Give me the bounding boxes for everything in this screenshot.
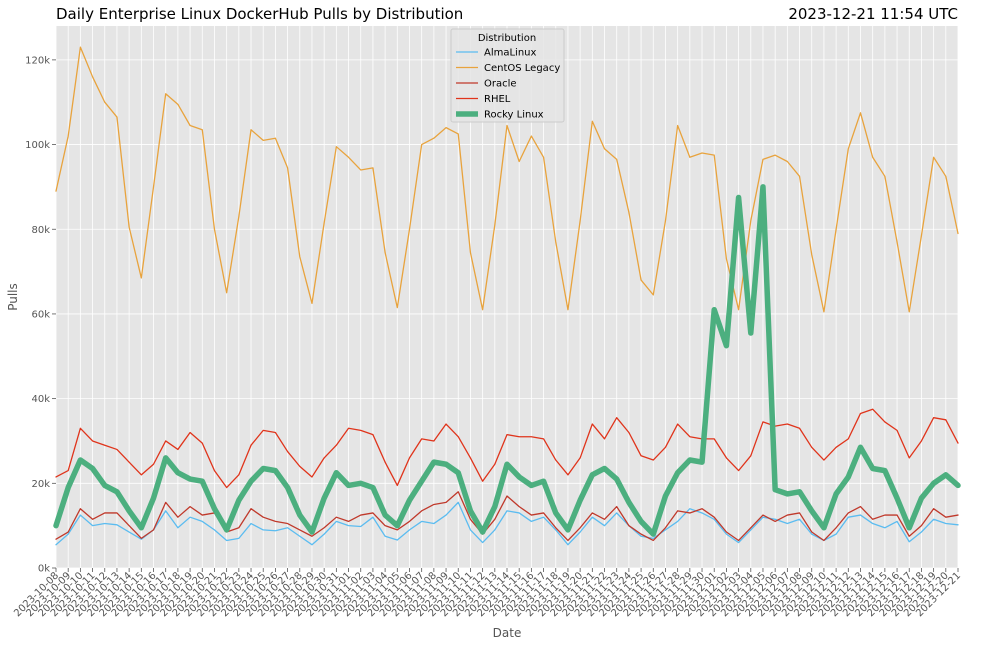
legend: Distribution AlmaLinux CentOS Legacy Oracl… [450,28,565,123]
series-line-rocky-linux [53,184,961,537]
legend-entry: AlmaLinux [484,48,537,59]
legend-title: Distribution [478,33,536,44]
series-line-centos-legacy [55,46,959,313]
series-line-almalinux [55,501,959,546]
chart-title: Daily Enterprise Linux DockerHub Pulls b… [56,5,463,23]
y-tick-label: 20k [31,479,50,490]
legend-entry: RHEL [484,94,511,105]
legend-entry: CentOS Legacy [484,63,560,74]
y-tick-label: 60k [31,309,50,320]
y-tick-label: 0k [38,564,50,575]
x-axis-ticks: 2023-10-082023-10-092023-10-102023-10-11… [12,568,963,619]
y-tick-label: 120k [25,55,50,66]
y-axis-ticks: 0k 20k 40k 60k 80k 100k 120k [25,55,56,575]
legend-box [450,28,565,123]
y-axis-label: Pulls [6,283,20,311]
chart-timestamp: 2023-12-21 11:54 UTC [788,5,958,23]
x-axis-label: Date [493,626,522,640]
legend-entry: Rocky Linux [484,110,544,121]
y-tick-label: 40k [31,394,50,405]
legend-entry: Oracle [484,79,517,90]
series-lines [53,46,961,546]
grid-lines [55,26,959,569]
series-line-rhel [55,408,959,489]
y-tick-label: 80k [31,225,50,236]
series-line-oracle [55,491,959,542]
y-tick-label: 100k [25,140,50,151]
